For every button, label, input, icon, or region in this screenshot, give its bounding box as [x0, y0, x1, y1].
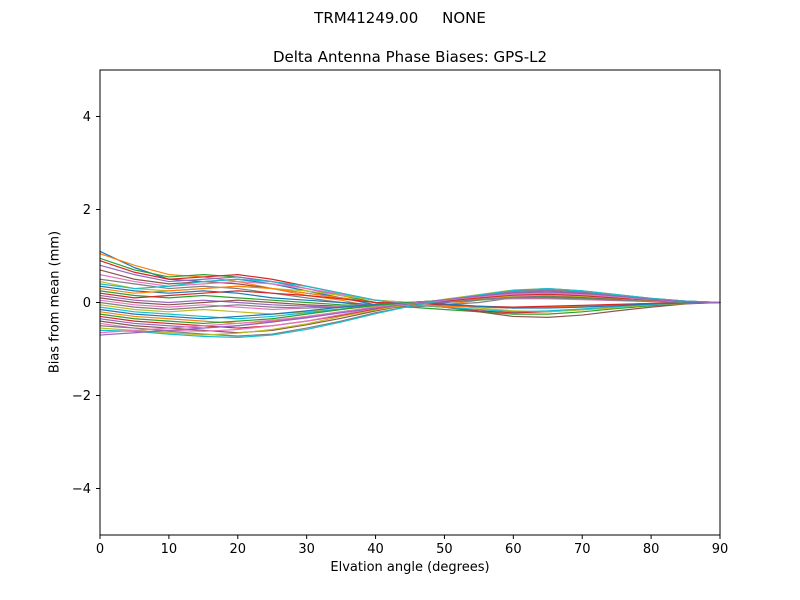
x-tick-label: 60 [505, 542, 522, 557]
x-tick-label: 0 [96, 542, 104, 557]
series-line-32 [99, 290, 721, 336]
series-line-30 [99, 287, 721, 338]
chart-title: Delta Antenna Phase Biases: GPS-L2 [272, 48, 548, 66]
x-axis-label: Elvation angle (degrees) [330, 560, 490, 575]
y-tick-label: 4 [83, 110, 91, 125]
x-tick-label: 80 [643, 542, 660, 557]
y-axis-label: Bias from mean (mm) [47, 230, 63, 374]
x-tick-label: 30 [298, 542, 315, 557]
y-tick-label: −4 [72, 482, 91, 497]
y-tick-label: 0 [83, 296, 91, 311]
x-tick-label: 70 [574, 542, 591, 557]
x-tick-label: 10 [161, 542, 178, 557]
x-tick-label: 40 [367, 542, 384, 557]
y-tick-label: −2 [72, 389, 91, 404]
x-tick-label: 50 [436, 542, 453, 557]
x-tick-label: 20 [230, 542, 247, 557]
figure-suptitle: TRM41249.00 NONE [314, 9, 486, 27]
x-tick-label: 90 [712, 542, 729, 557]
y-tick-label: 2 [83, 203, 91, 218]
